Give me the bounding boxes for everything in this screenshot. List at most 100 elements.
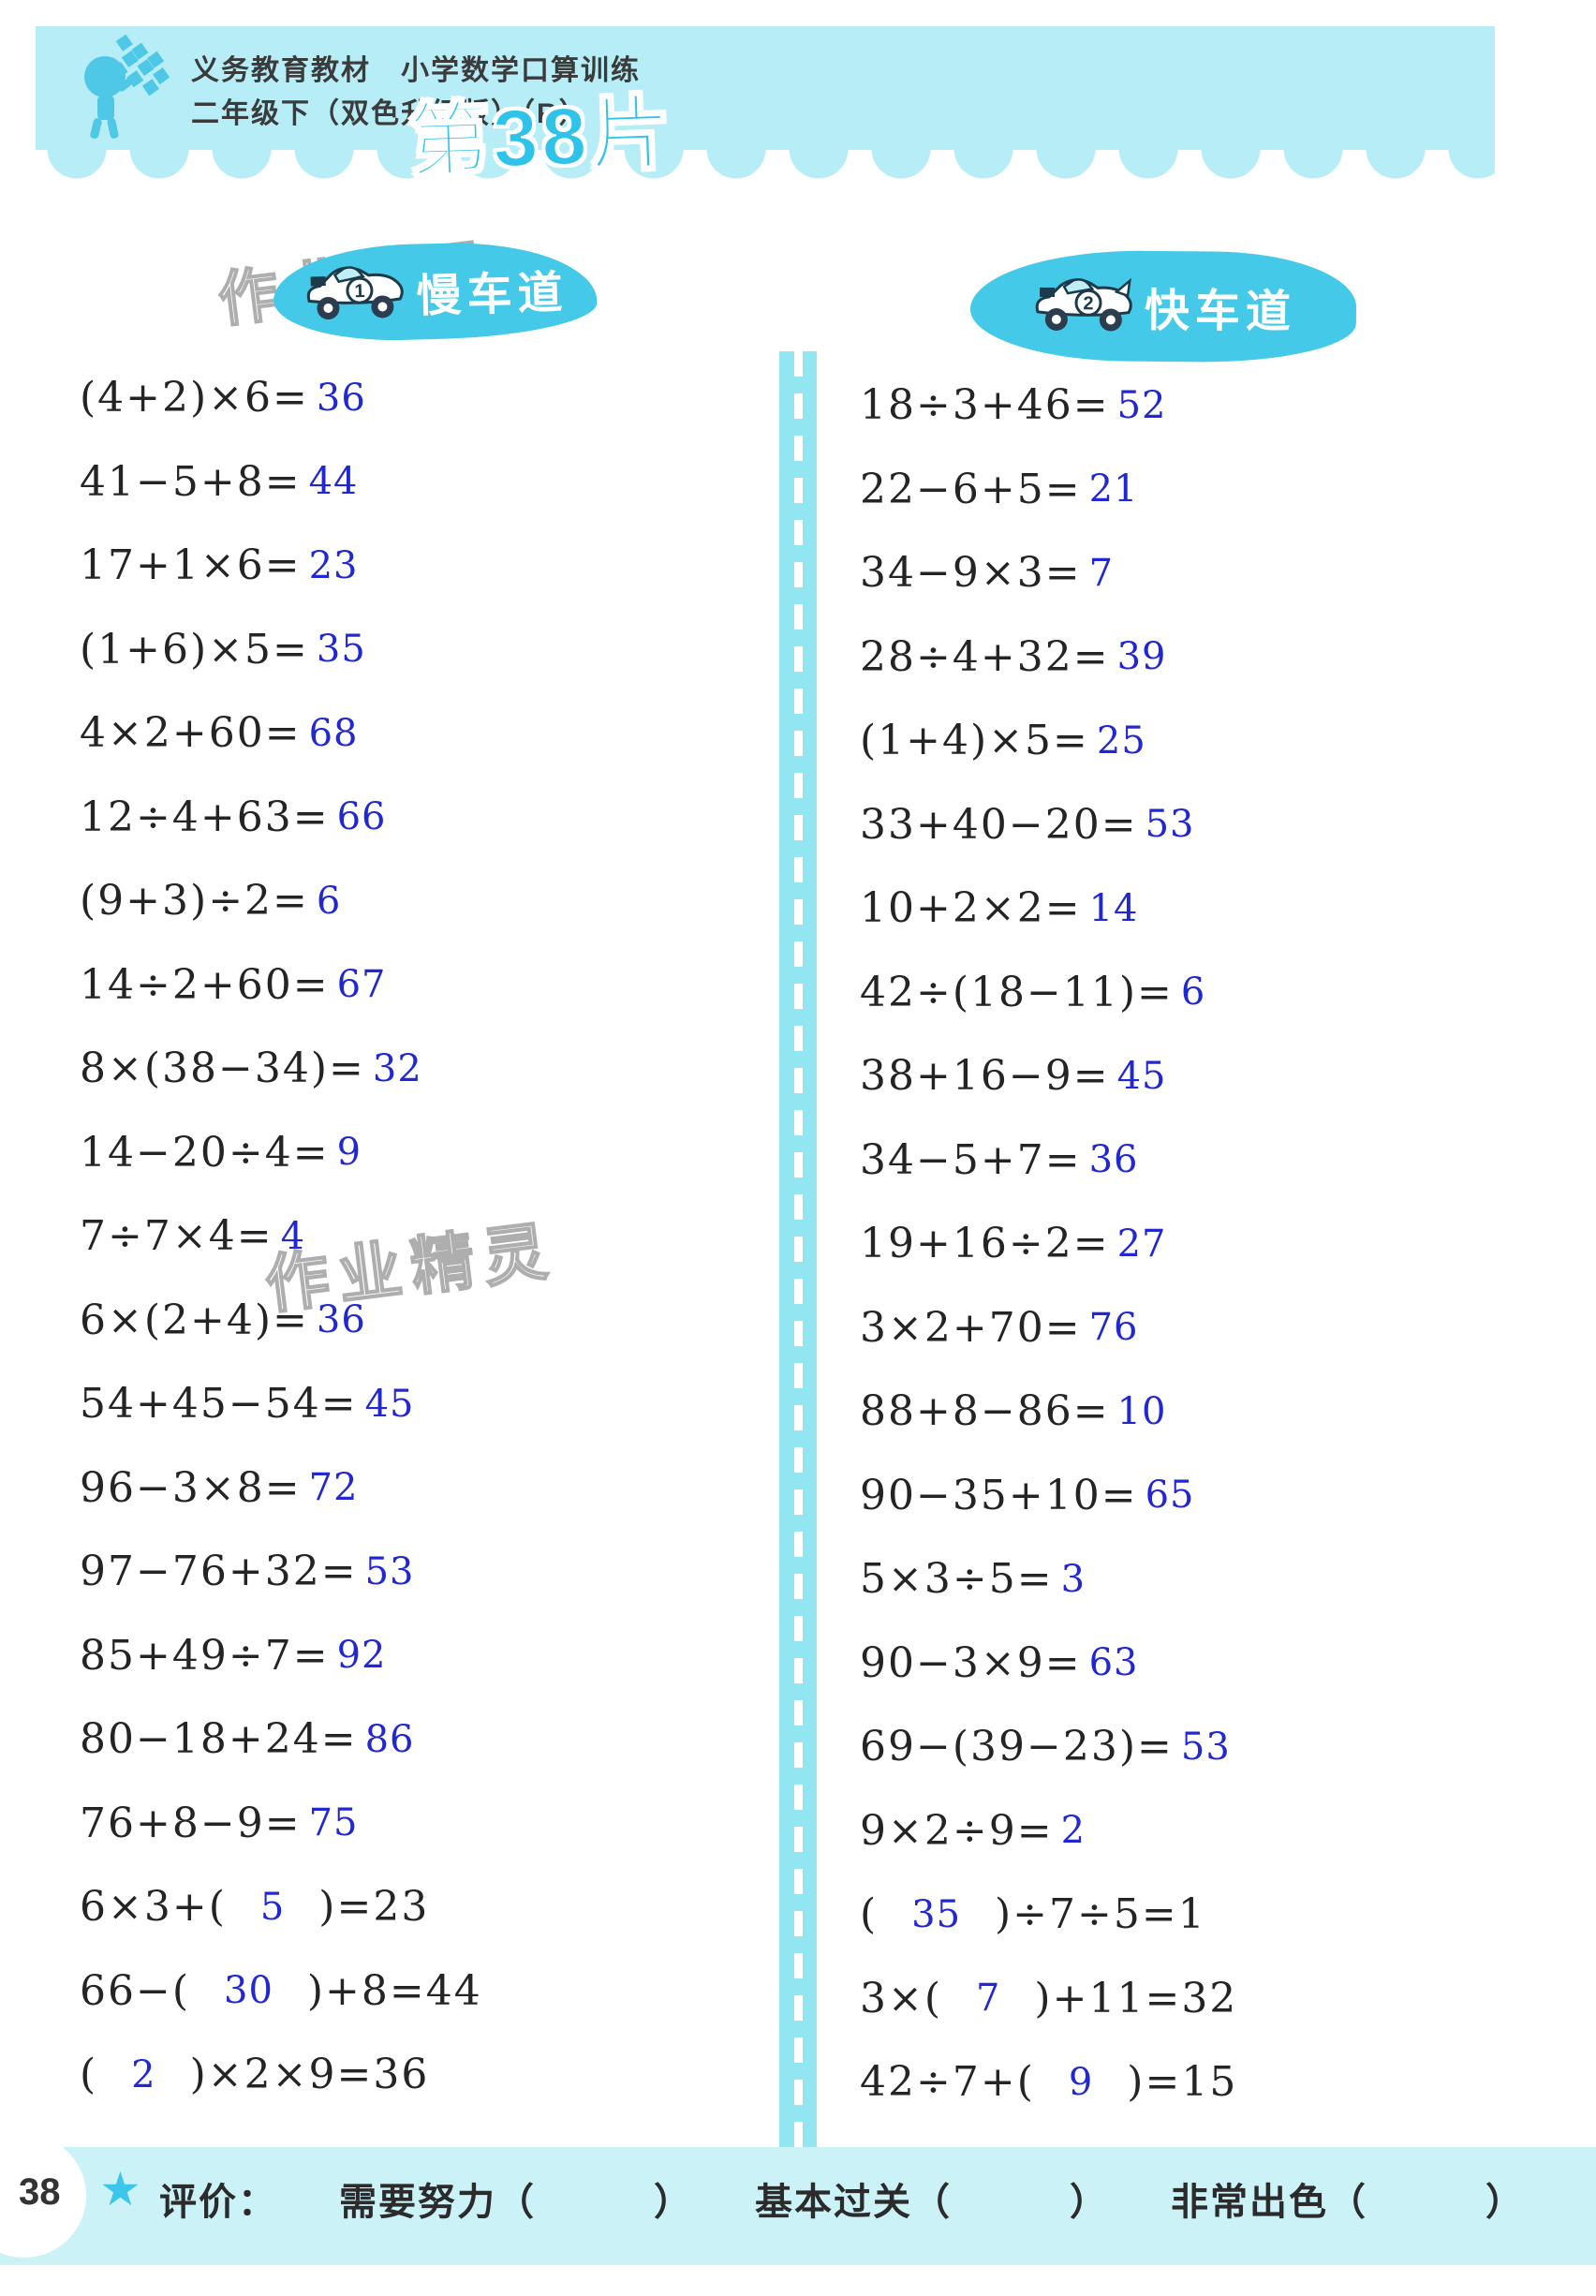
problem-expression: (1+4)×5= bbox=[860, 717, 1089, 765]
answer-handwritten: 45 bbox=[364, 1382, 415, 1426]
problem-expression: ( bbox=[860, 1890, 909, 1939]
problem-expression: 12÷4+63= bbox=[80, 792, 330, 841]
answer-handwritten: 67 bbox=[336, 963, 387, 1007]
slow-lane-label: 慢车道 bbox=[415, 268, 569, 322]
problem-expression: 66−( bbox=[80, 1966, 220, 2015]
problem-expression: 33+40−20= bbox=[860, 800, 1138, 849]
answer-handwritten: 72 bbox=[308, 1466, 359, 1510]
problem-row: 90−35+10= 65 bbox=[860, 1454, 1237, 1538]
page-number: 38 bbox=[19, 2171, 61, 2213]
problem-expression: 17+1×6= bbox=[80, 541, 302, 590]
problem-expression: 34−9×3= bbox=[860, 549, 1082, 598]
problem-expression: 3×2+70= bbox=[860, 1303, 1082, 1352]
problem-row: 17+1×6= 23 bbox=[80, 524, 482, 608]
fast-lane-header: 2 快车道 bbox=[969, 249, 1357, 363]
problem-row: 69−(39−23)= 53 bbox=[860, 1705, 1237, 1789]
problem-expression: (4+2)×6= bbox=[80, 374, 309, 422]
problem-expression: )=23 bbox=[288, 1883, 430, 1932]
problem-row: 22−6+5= 21 bbox=[860, 448, 1237, 532]
problem-expression: 38+16−9= bbox=[860, 1052, 1110, 1101]
answer-handwritten: 36 bbox=[1088, 1138, 1139, 1182]
problem-expression: 96−3×8= bbox=[80, 1463, 302, 1512]
answer-handwritten: 68 bbox=[308, 711, 359, 755]
problem-expression: 7÷7×4= bbox=[80, 1212, 273, 1261]
problem-row: 12÷4+63= 66 bbox=[80, 776, 482, 860]
problem-expression: 22−6+5= bbox=[860, 465, 1082, 513]
problem-row: (4+2)×6= 36 bbox=[80, 356, 482, 440]
problem-row: 96−3×8= 72 bbox=[80, 1446, 482, 1531]
publisher-logo-icon bbox=[66, 28, 178, 155]
race-car-1-icon: 1 bbox=[302, 259, 408, 328]
answer-handwritten: 92 bbox=[336, 1634, 387, 1678]
problem-expression: 97−76+32= bbox=[80, 1548, 358, 1596]
answer-handwritten: 75 bbox=[308, 1801, 359, 1845]
problem-expression: )+11=32 bbox=[1004, 1974, 1238, 2022]
series-title: 义务教育教材 小学数学口算训练 bbox=[191, 55, 641, 86]
answer-handwritten: 39 bbox=[1116, 635, 1167, 679]
problem-expression: (9+3)÷2= bbox=[80, 877, 309, 926]
problem-expression: 76+8−9= bbox=[80, 1799, 302, 1847]
answer-handwritten: 35 bbox=[911, 1892, 962, 1936]
svg-text:1: 1 bbox=[355, 280, 366, 301]
problem-row: 33+40−20= 53 bbox=[860, 783, 1237, 867]
answer-handwritten: 66 bbox=[336, 795, 387, 839]
problem-row: (1+6)×5= 35 bbox=[80, 608, 482, 692]
slow-lane-problems: (4+2)×6= 36 41−5+8= 44 17+1×6= 23 (1+6)×5= 35 4×… bbox=[80, 356, 482, 2117]
problem-row: 14−20÷4= 9 bbox=[80, 1111, 482, 1195]
answer-handwritten: 44 bbox=[308, 460, 359, 504]
svg-text:2: 2 bbox=[1083, 293, 1093, 314]
race-car-2-icon: 2 bbox=[1030, 272, 1136, 339]
problem-expression: ( bbox=[80, 2051, 128, 2099]
problem-row: 38+16−9= 45 bbox=[860, 1034, 1237, 1118]
top-banner bbox=[36, 26, 1495, 150]
problem-row: 41−5+8= 44 bbox=[80, 440, 482, 525]
problem-row: 97−76+32= 53 bbox=[80, 1530, 482, 1614]
problem-expression: 6×(2+4)= bbox=[80, 1296, 309, 1344]
problem-expression: )+8=44 bbox=[276, 1966, 482, 2015]
problem-expression: 3×( bbox=[860, 1974, 972, 2022]
answer-handwritten: 6 bbox=[1180, 970, 1206, 1015]
problem-expression: 42÷7+( bbox=[860, 2058, 1065, 2107]
answer-handwritten: 53 bbox=[1145, 803, 1195, 847]
problem-expression: 18÷3+46= bbox=[860, 381, 1110, 430]
road-divider bbox=[779, 351, 817, 2147]
problem-expression: )÷7÷5=1 bbox=[965, 1890, 1206, 1939]
problem-expression: 90−3×9= bbox=[860, 1638, 1082, 1687]
problem-expression: (1+6)×5= bbox=[80, 625, 309, 674]
evaluation-option-excellent: 非常出色（ ） bbox=[1171, 2182, 1525, 2223]
problem-expression: 42÷(18−11)= bbox=[860, 968, 1174, 1016]
problem-row: 76+8−9= 75 bbox=[80, 1782, 482, 1866]
answer-handwritten: 53 bbox=[1180, 1725, 1231, 1769]
problem-row: 6×(2+4)= 36 bbox=[80, 1279, 482, 1363]
problem-row: 34−9×3= 7 bbox=[860, 531, 1237, 615]
answer-handwritten: 65 bbox=[1145, 1474, 1195, 1518]
problem-expression: 4×2+60= bbox=[80, 709, 302, 758]
answer-handwritten: 25 bbox=[1096, 718, 1146, 763]
problem-row: (9+3)÷2= 6 bbox=[80, 859, 482, 943]
problem-expression: 14÷2+60= bbox=[80, 960, 330, 1009]
answer-handwritten: 86 bbox=[364, 1717, 415, 1761]
problem-row: 3×( 7 )+11=32 bbox=[860, 1957, 1237, 2041]
road-divider-dashes bbox=[793, 351, 803, 2147]
evaluation-label: 评价： bbox=[159, 2182, 277, 2223]
answer-handwritten: 4 bbox=[280, 1214, 306, 1258]
problem-expression: )=15 bbox=[1097, 2058, 1238, 2107]
problem-row: 90−3×9= 63 bbox=[860, 1622, 1237, 1706]
answer-handwritten: 2 bbox=[131, 2052, 156, 2096]
problem-row: 10+2×2= 14 bbox=[860, 867, 1237, 951]
problem-expression: 69−(39−23)= bbox=[860, 1723, 1174, 1771]
problem-expression: 28÷4+32= bbox=[860, 632, 1110, 681]
problem-row: 42÷7+( 9 )=15 bbox=[860, 2040, 1237, 2125]
problem-row: 3×2+70= 76 bbox=[860, 1286, 1237, 1370]
problem-row: 54+45−54= 45 bbox=[80, 1362, 482, 1446]
answer-handwritten: 45 bbox=[1116, 1054, 1167, 1098]
answer-handwritten: 2 bbox=[1060, 1809, 1086, 1853]
answer-handwritten: 52 bbox=[1116, 383, 1167, 427]
problem-expression: 80−18+24= bbox=[80, 1715, 358, 1764]
problem-expression: 5×3÷5= bbox=[860, 1555, 1054, 1604]
problem-expression: 85+49÷7= bbox=[80, 1631, 330, 1680]
problem-expression: 90−35+10= bbox=[860, 1471, 1138, 1519]
fast-lane-problems: 18÷3+46= 52 22−6+5= 21 34−9×3= 7 28÷4+32= 39 (1+… bbox=[860, 363, 1237, 2125]
problem-row: 8×(38−34)= 32 bbox=[80, 1027, 482, 1111]
answer-handwritten: 3 bbox=[1060, 1557, 1086, 1601]
